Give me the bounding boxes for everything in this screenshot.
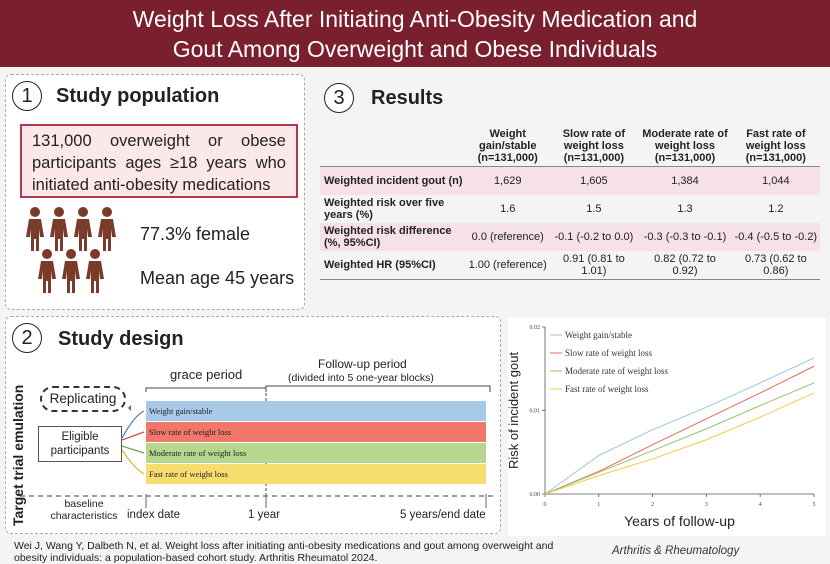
table-cell: 0.73 (0.62 to 0.86): [744, 253, 807, 277]
col-header-slow: Slow rate of weight loss (n=131,000): [549, 126, 639, 167]
index-date-label: index date: [127, 509, 181, 521]
row-label: Weighted HR (95%CI): [324, 259, 436, 271]
table-row: Weighted risk difference (%, 95%CI) 0.0 …: [320, 223, 820, 251]
table-cell: 1,605: [549, 166, 639, 195]
x-tick-label: 0: [544, 502, 547, 508]
people-icon: [26, 207, 116, 293]
col-header-gain: Weight gain/stable (n=131,000): [466, 126, 550, 167]
design-bar-slow: Slow rate of weight loss: [146, 422, 486, 442]
table-cell: 0.91 (0.81 to 1.01): [562, 253, 625, 277]
design-bar-fast: Fast rate of weight loss: [146, 464, 486, 484]
table-cell: 1.2: [768, 203, 784, 215]
table-cell: 1,384: [638, 166, 732, 195]
y-axis-label: Risk of incident gout: [506, 352, 521, 469]
eligible-participants-box: Eligible participants: [38, 426, 122, 462]
legend-label-2: Slow rate of weight loss: [565, 348, 652, 358]
table-row: Weighted HR (95%CI) 1.00 (reference) 0.9…: [320, 251, 820, 280]
table-cell: -0.4 (-0.5 to -0.2): [731, 223, 820, 251]
results-corner-header: [320, 126, 466, 167]
one-year-label: 1 year: [248, 509, 280, 521]
table-cell: 0.0 (reference): [466, 223, 550, 251]
row-label: Weighted risk difference (%, 95%CI): [320, 223, 466, 251]
title-line-2: Gout Among Overweight and Obese Individu…: [172, 36, 658, 62]
table-cell: 0.82 (0.72 to 0.92): [654, 253, 716, 277]
y-tick-label: 0.02: [530, 325, 541, 331]
x-tick-label: 5: [813, 502, 816, 508]
design-bar-moderate: Moderate rate of weight loss: [146, 443, 486, 463]
col-header-fast: Fast rate of weight loss (n=131,000): [731, 126, 820, 167]
series-line-1: [544, 357, 815, 495]
series-line-3: [544, 382, 815, 495]
population-description: 131,000 overweight or obese participants…: [20, 124, 298, 198]
table-row: Weighted incident gout (n) 1,629 1,605 1…: [320, 166, 820, 195]
table-cell: -0.1 (-0.2 to 0.0): [549, 223, 639, 251]
x-tick-label: 2: [651, 502, 654, 508]
table-cell: 1.3: [677, 203, 693, 215]
x-tick-label: 3: [705, 502, 708, 508]
section-number-3: 3: [324, 83, 354, 113]
table-cell: 1,629: [466, 166, 550, 195]
row-label: Weighted risk over five years (%): [324, 197, 445, 221]
study-design-title: Study design: [58, 328, 184, 350]
section-number-1: 1: [12, 81, 42, 111]
age-stat: Mean age 45 years: [140, 268, 295, 288]
table-cell: 1.5: [586, 203, 602, 215]
y-tick-label: 0.01: [530, 409, 541, 415]
results-table: Weight gain/stable (n=131,000) Slow rate…: [320, 126, 820, 280]
table-cell: 1,044: [731, 166, 820, 195]
col-header-moderate: Moderate rate of weight loss (n=131,000): [638, 126, 732, 167]
follow-up-sublabel: (divided into 5 one-year blocks): [288, 372, 434, 384]
female-stat: 77.3% female: [140, 224, 251, 244]
legend-label-3: Moderate rate of weight loss: [565, 366, 668, 376]
end-date-label: 5 years/end date: [400, 509, 486, 521]
table-cell: 1.00 (reference): [468, 259, 547, 271]
grace-period-label: grace period: [170, 367, 243, 382]
header-banner: Weight Loss After Initiating Anti-Obesit…: [0, 0, 830, 67]
design-bar-gain: Weight gain/stable: [146, 401, 486, 421]
chart-panel: [508, 318, 826, 536]
baseline-label: baseline characteristics: [50, 498, 118, 522]
y-tick-label: 0.00: [530, 492, 541, 498]
x-tick-label: 4: [759, 502, 762, 508]
replicating-label: Replicating: [40, 386, 126, 412]
legend-label-1: Weight gain/stable: [565, 330, 632, 340]
table-cell: 1.6: [500, 203, 516, 215]
table-row: Weighted risk over five years (%) 1.6 1.…: [320, 195, 820, 223]
citation: Wei J, Wang Y, Dalbeth N, et al. Weight …: [14, 540, 554, 564]
journal-logo: Arthritis & Rheumatology: [612, 545, 740, 557]
x-axis-label: Years of follow-up: [624, 513, 735, 529]
series-line-4: [544, 392, 815, 495]
row-label: Weighted incident gout (n): [320, 166, 466, 195]
title-line-1: Weight Loss After Initiating Anti-Obesit…: [132, 6, 698, 32]
series-line-2: [544, 365, 815, 495]
section-number-2: 2: [12, 323, 42, 353]
legend-label-4: Fast rate of weight loss: [565, 384, 649, 394]
study-population-title: Study population: [56, 85, 220, 107]
results-title: Results: [371, 87, 444, 109]
x-tick-label: 1: [597, 502, 600, 508]
table-cell: -0.3 (-0.3 to -0.1): [638, 223, 732, 251]
follow-up-label: Follow-up period: [318, 357, 407, 371]
